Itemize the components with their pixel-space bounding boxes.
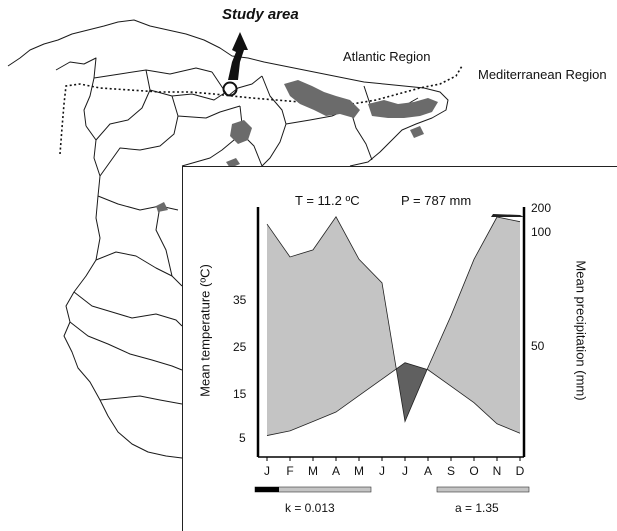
- x-tick-label: A: [331, 464, 340, 478]
- y-tick-label: 25: [233, 340, 247, 354]
- study-area-circle: [222, 81, 238, 97]
- humid-period-area: [313, 216, 336, 422]
- humid-period-area: [497, 217, 520, 434]
- humid-period-area: [290, 249, 313, 431]
- study-area-patches: [156, 80, 438, 212]
- atlantic-region-label: Atlantic Region: [343, 49, 431, 64]
- a-index-bar: [436, 486, 530, 493]
- climate-diagram-panel: T = 11.2 ºC P = 787 mm Mean temperature …: [182, 166, 617, 531]
- humid-period-area: [382, 282, 397, 380]
- mediterranean-region-label: Mediterranean Region: [478, 67, 607, 82]
- k-index-label: k = 0.013: [285, 501, 335, 515]
- y-tick-label: 15: [233, 387, 247, 401]
- region-divide-line: [59, 65, 463, 155]
- annual-precipitation-stat: P = 787 mm: [401, 193, 472, 208]
- study-area-label: Study area: [222, 6, 299, 23]
- x-tick-label: F: [286, 464, 294, 478]
- humid-period-area: [428, 315, 451, 387]
- x-tick-label: M: [308, 464, 318, 478]
- humid-period-area: [336, 216, 359, 413]
- humid-period-area: [451, 259, 474, 403]
- x-tick-label: O: [469, 464, 479, 478]
- very-humid-area: [491, 214, 524, 217]
- province-borders: [55, 57, 419, 405]
- y-tick-label: 5: [239, 431, 246, 445]
- x-tick-label: D: [515, 464, 525, 478]
- climate-diagram: [254, 207, 530, 493]
- x-tick-label: A: [423, 464, 432, 478]
- x-tick-label: J: [402, 464, 408, 478]
- precipitation-curve: [266, 215, 521, 423]
- a-index-label: a = 1.35: [455, 501, 499, 515]
- y2-tick-label: 50: [531, 339, 545, 353]
- dry-period-area: [405, 362, 428, 422]
- x-tick-label: M: [354, 464, 364, 478]
- y2-tick-label: 100: [531, 225, 552, 239]
- x-tick-label: N: [492, 464, 502, 478]
- y-axis-title: Mean temperature (ºC): [197, 264, 213, 397]
- study-area-arrow: [228, 32, 248, 80]
- temperature-curve: [266, 362, 521, 436]
- y-tick-label: 35: [233, 293, 247, 307]
- x-tick-label: J: [264, 464, 270, 478]
- x-tick-label: J: [379, 464, 385, 478]
- mean-temperature-stat: T = 11.2 ºC: [295, 193, 360, 208]
- humid-period-area: [474, 217, 497, 424]
- humid-period-area: [267, 224, 290, 436]
- x-tick-label: S: [446, 464, 455, 478]
- y2-tick-label: 200: [531, 201, 552, 215]
- k-index-fill: [255, 487, 279, 492]
- humid-period-area: [359, 259, 382, 396]
- y2-axis-title: Mean precipitation (mm): [573, 260, 589, 401]
